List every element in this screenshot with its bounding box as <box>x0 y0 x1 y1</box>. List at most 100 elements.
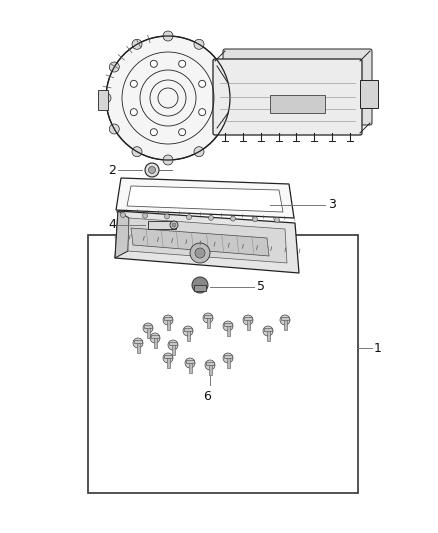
Circle shape <box>223 321 233 331</box>
Text: 1: 1 <box>374 342 382 354</box>
Bar <box>204 315 212 318</box>
Bar <box>194 285 206 291</box>
Circle shape <box>194 39 204 50</box>
Bar <box>137 342 139 353</box>
Circle shape <box>133 338 143 348</box>
Circle shape <box>275 217 279 222</box>
Circle shape <box>199 80 206 87</box>
Circle shape <box>187 215 191 220</box>
Circle shape <box>195 248 205 258</box>
Bar <box>98 90 108 110</box>
Bar <box>360 80 378 108</box>
Bar <box>247 319 250 330</box>
Bar <box>206 317 209 328</box>
Circle shape <box>110 124 119 134</box>
FancyBboxPatch shape <box>213 59 362 135</box>
Bar <box>134 340 142 343</box>
Circle shape <box>132 147 142 157</box>
Bar <box>144 325 152 328</box>
Circle shape <box>132 39 142 50</box>
Circle shape <box>217 124 227 134</box>
Circle shape <box>223 353 233 363</box>
Circle shape <box>165 214 170 219</box>
Bar <box>264 328 272 331</box>
Circle shape <box>225 93 235 103</box>
Text: 2: 2 <box>108 164 116 176</box>
Circle shape <box>199 109 206 116</box>
Circle shape <box>190 243 210 263</box>
Bar <box>188 362 191 373</box>
Bar <box>226 325 230 336</box>
Bar <box>281 317 289 320</box>
Circle shape <box>163 31 173 41</box>
Polygon shape <box>127 186 283 212</box>
Polygon shape <box>115 211 129 258</box>
Polygon shape <box>115 211 299 273</box>
Circle shape <box>163 353 173 363</box>
Circle shape <box>263 326 273 336</box>
Circle shape <box>194 147 204 157</box>
Text: 5: 5 <box>257 280 265 294</box>
Circle shape <box>230 216 236 221</box>
Polygon shape <box>116 178 294 218</box>
Circle shape <box>192 277 208 293</box>
Bar <box>148 221 176 229</box>
Circle shape <box>150 60 157 67</box>
Bar <box>270 95 325 113</box>
Circle shape <box>131 109 138 116</box>
Circle shape <box>106 36 230 160</box>
Circle shape <box>101 93 111 103</box>
Text: 4: 4 <box>108 219 116 231</box>
Circle shape <box>179 60 186 67</box>
Text: 3: 3 <box>328 198 336 212</box>
Circle shape <box>120 213 126 217</box>
Circle shape <box>142 213 148 218</box>
Bar <box>153 337 156 348</box>
Bar <box>146 327 149 338</box>
Circle shape <box>205 360 215 370</box>
Bar <box>186 360 194 363</box>
Circle shape <box>280 315 290 325</box>
Circle shape <box>145 163 159 177</box>
Bar <box>206 362 214 365</box>
Bar <box>88 235 358 493</box>
Bar <box>166 319 170 330</box>
Polygon shape <box>131 228 269 256</box>
Bar <box>164 317 172 320</box>
Bar <box>244 317 252 320</box>
Text: 6: 6 <box>203 390 211 403</box>
Circle shape <box>252 217 258 222</box>
Circle shape <box>150 128 157 136</box>
Bar <box>224 323 232 326</box>
Bar <box>164 355 172 358</box>
Circle shape <box>170 221 178 229</box>
Polygon shape <box>128 218 287 263</box>
Bar <box>208 364 212 375</box>
Bar <box>226 357 230 368</box>
Bar <box>169 342 177 345</box>
Bar <box>224 355 232 358</box>
Bar <box>187 330 190 341</box>
Circle shape <box>208 215 213 220</box>
Circle shape <box>243 315 253 325</box>
Circle shape <box>168 340 178 350</box>
FancyBboxPatch shape <box>223 49 372 125</box>
Bar <box>172 344 174 355</box>
Circle shape <box>185 358 195 368</box>
Circle shape <box>163 315 173 325</box>
Circle shape <box>183 326 193 336</box>
Circle shape <box>110 62 119 72</box>
Circle shape <box>143 323 153 333</box>
Bar <box>166 357 170 368</box>
Circle shape <box>131 80 138 87</box>
Circle shape <box>148 166 155 174</box>
Bar <box>151 335 159 338</box>
Circle shape <box>217 62 227 72</box>
Bar <box>266 330 269 341</box>
Circle shape <box>150 333 160 343</box>
Circle shape <box>163 155 173 165</box>
Bar <box>184 328 192 331</box>
Circle shape <box>203 313 213 323</box>
Circle shape <box>179 128 186 136</box>
Bar <box>283 319 286 330</box>
